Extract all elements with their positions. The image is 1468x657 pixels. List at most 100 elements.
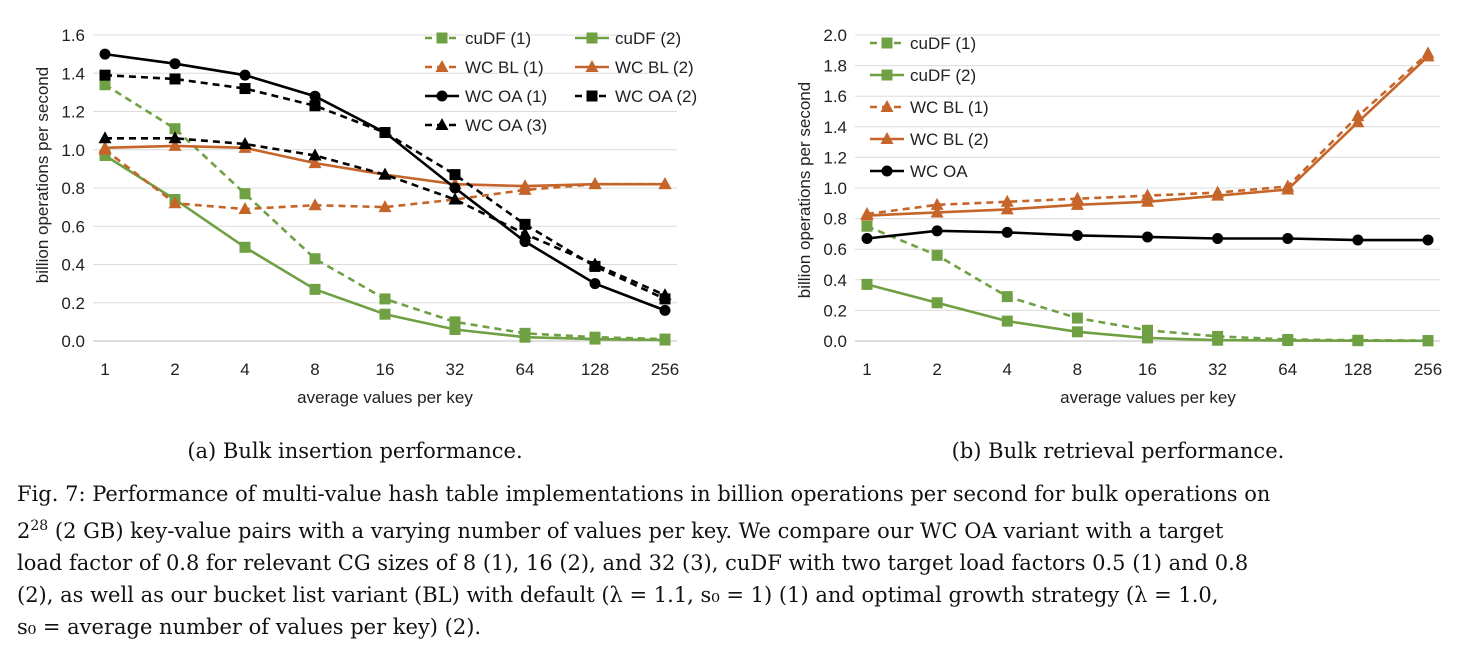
legend-marker [435,118,449,130]
legend-label: WC BL (1) [910,98,989,117]
data-point [659,304,671,316]
data-point [658,288,672,301]
legend-label: WC BL (1) [465,58,544,77]
data-point [239,83,251,95]
data-point [860,208,874,221]
legend-marker [881,69,893,81]
data-point [589,278,601,290]
x-tick-label: 1 [862,360,871,379]
data-point [588,257,602,270]
data-point [519,218,531,230]
data-point [99,149,111,161]
series-line [105,136,666,297]
data-point [1282,232,1294,244]
legend-entry: WC BL (2) [870,130,989,149]
data-point [168,131,182,144]
series-wc-oa-3 [98,131,672,301]
y-axis-label-b: billion operations per second [795,82,814,298]
x-tick-label: 8 [1073,360,1082,379]
data-point [588,177,602,190]
data-point [931,225,943,237]
data-point [1070,191,1084,204]
y-tick-label: 0.2 [823,301,847,320]
x-tick-label: 4 [240,360,249,379]
x-tick-label: 4 [1003,360,1012,379]
legend-marker [436,32,448,44]
data-point [931,249,943,261]
legend-label: WC BL (2) [910,130,989,149]
legend-marker [585,60,599,72]
x-tick-label: 2 [170,360,179,379]
y-tick-label: 0.4 [823,271,847,290]
legend-entry: WC OA (2) [575,87,697,106]
legend-entry: WC OA (1) [425,87,547,106]
legend-entry: WC BL (1) [870,98,989,117]
caption-line-2: 228 (2 GB) key-value pairs with a varyin… [17,510,1457,547]
data-point [99,69,111,81]
legend-entry: WC OA (3) [425,116,547,135]
x-ticks-b: 1 2 4 8 16 32 64 128 256 [862,360,1442,379]
data-point [98,131,112,144]
x-axis-label-a: average values per key [297,388,473,407]
y-tick-label: 0.8 [823,210,847,229]
data-point [449,169,461,181]
data-point [861,278,873,290]
data-point [659,334,671,346]
data-point [379,127,391,139]
x-tick-label: 8 [310,360,319,379]
data-point [378,200,392,213]
data-point [861,232,873,244]
legend-marker [881,165,893,177]
series-line [104,73,666,301]
legend-marker [880,132,894,144]
data-point [1282,335,1294,347]
caption-base: 2 [17,519,31,543]
y-axis-label-a: billion operations per second [33,67,52,283]
legend-entry: cuDF (1) [425,29,531,48]
legend-a: cuDF (1) cuDF (2) WC BL (1) WC BL (2) WC OA … [425,29,697,135]
chart-insertion: 0.0 0.2 0.4 0.6 0.8 1.0 1.2 1.4 1.6 1 2 4 8 16 32 64 12… [33,26,697,463]
data-point [168,138,182,151]
y-tick-label: 0.0 [823,332,847,351]
x-tick-label: 2 [932,360,941,379]
data-point [1212,232,1224,244]
x-tick-label: 32 [446,360,465,379]
data-point [1000,202,1014,215]
data-point [309,100,321,112]
data-point [930,205,944,218]
y-tick-label: 1.2 [61,103,85,122]
legend-entry: cuDF (2) [575,29,681,48]
y-tick-label: 1.2 [823,148,847,167]
data-point [308,148,322,161]
data-point [519,331,531,343]
data-point [239,188,251,200]
data-point [169,123,181,135]
subcaption-b: (b) Bulk retrieval performance. [952,439,1285,463]
figure: 0.00.20.40.60.81.01.21.41.6 1 2 4 8 16 32 64 12… [33,26,1442,463]
x-tick-label: 256 [1414,360,1442,379]
data-point [861,220,873,232]
data-point [589,333,601,345]
data-point [518,179,532,192]
caption-line-5: s₀ = average number of values per key) (… [17,615,482,639]
y-tick-label: 1.0 [61,141,85,160]
legend-entry: cuDF (1) [870,34,976,53]
series-wc-oa-1 [99,48,671,316]
data-point [99,48,111,60]
x-tick-label: 64 [516,360,535,379]
y-tick-label: 0.6 [823,240,847,259]
data-point [1001,226,1013,238]
legend-marker [436,90,448,102]
legend-marker [435,60,449,72]
y-tick-label: 2.0 [823,26,847,45]
data-point [1351,115,1365,128]
data-point [99,79,111,91]
y-tick-label: 1.6 [823,87,847,106]
series-a [98,48,672,346]
y-tick-label: 1.6 [61,26,85,45]
data-point [1142,231,1153,243]
data-point [658,177,672,190]
legend-label: WC BL (2) [615,58,694,77]
data-point [1141,194,1154,207]
data-point [1000,194,1014,207]
